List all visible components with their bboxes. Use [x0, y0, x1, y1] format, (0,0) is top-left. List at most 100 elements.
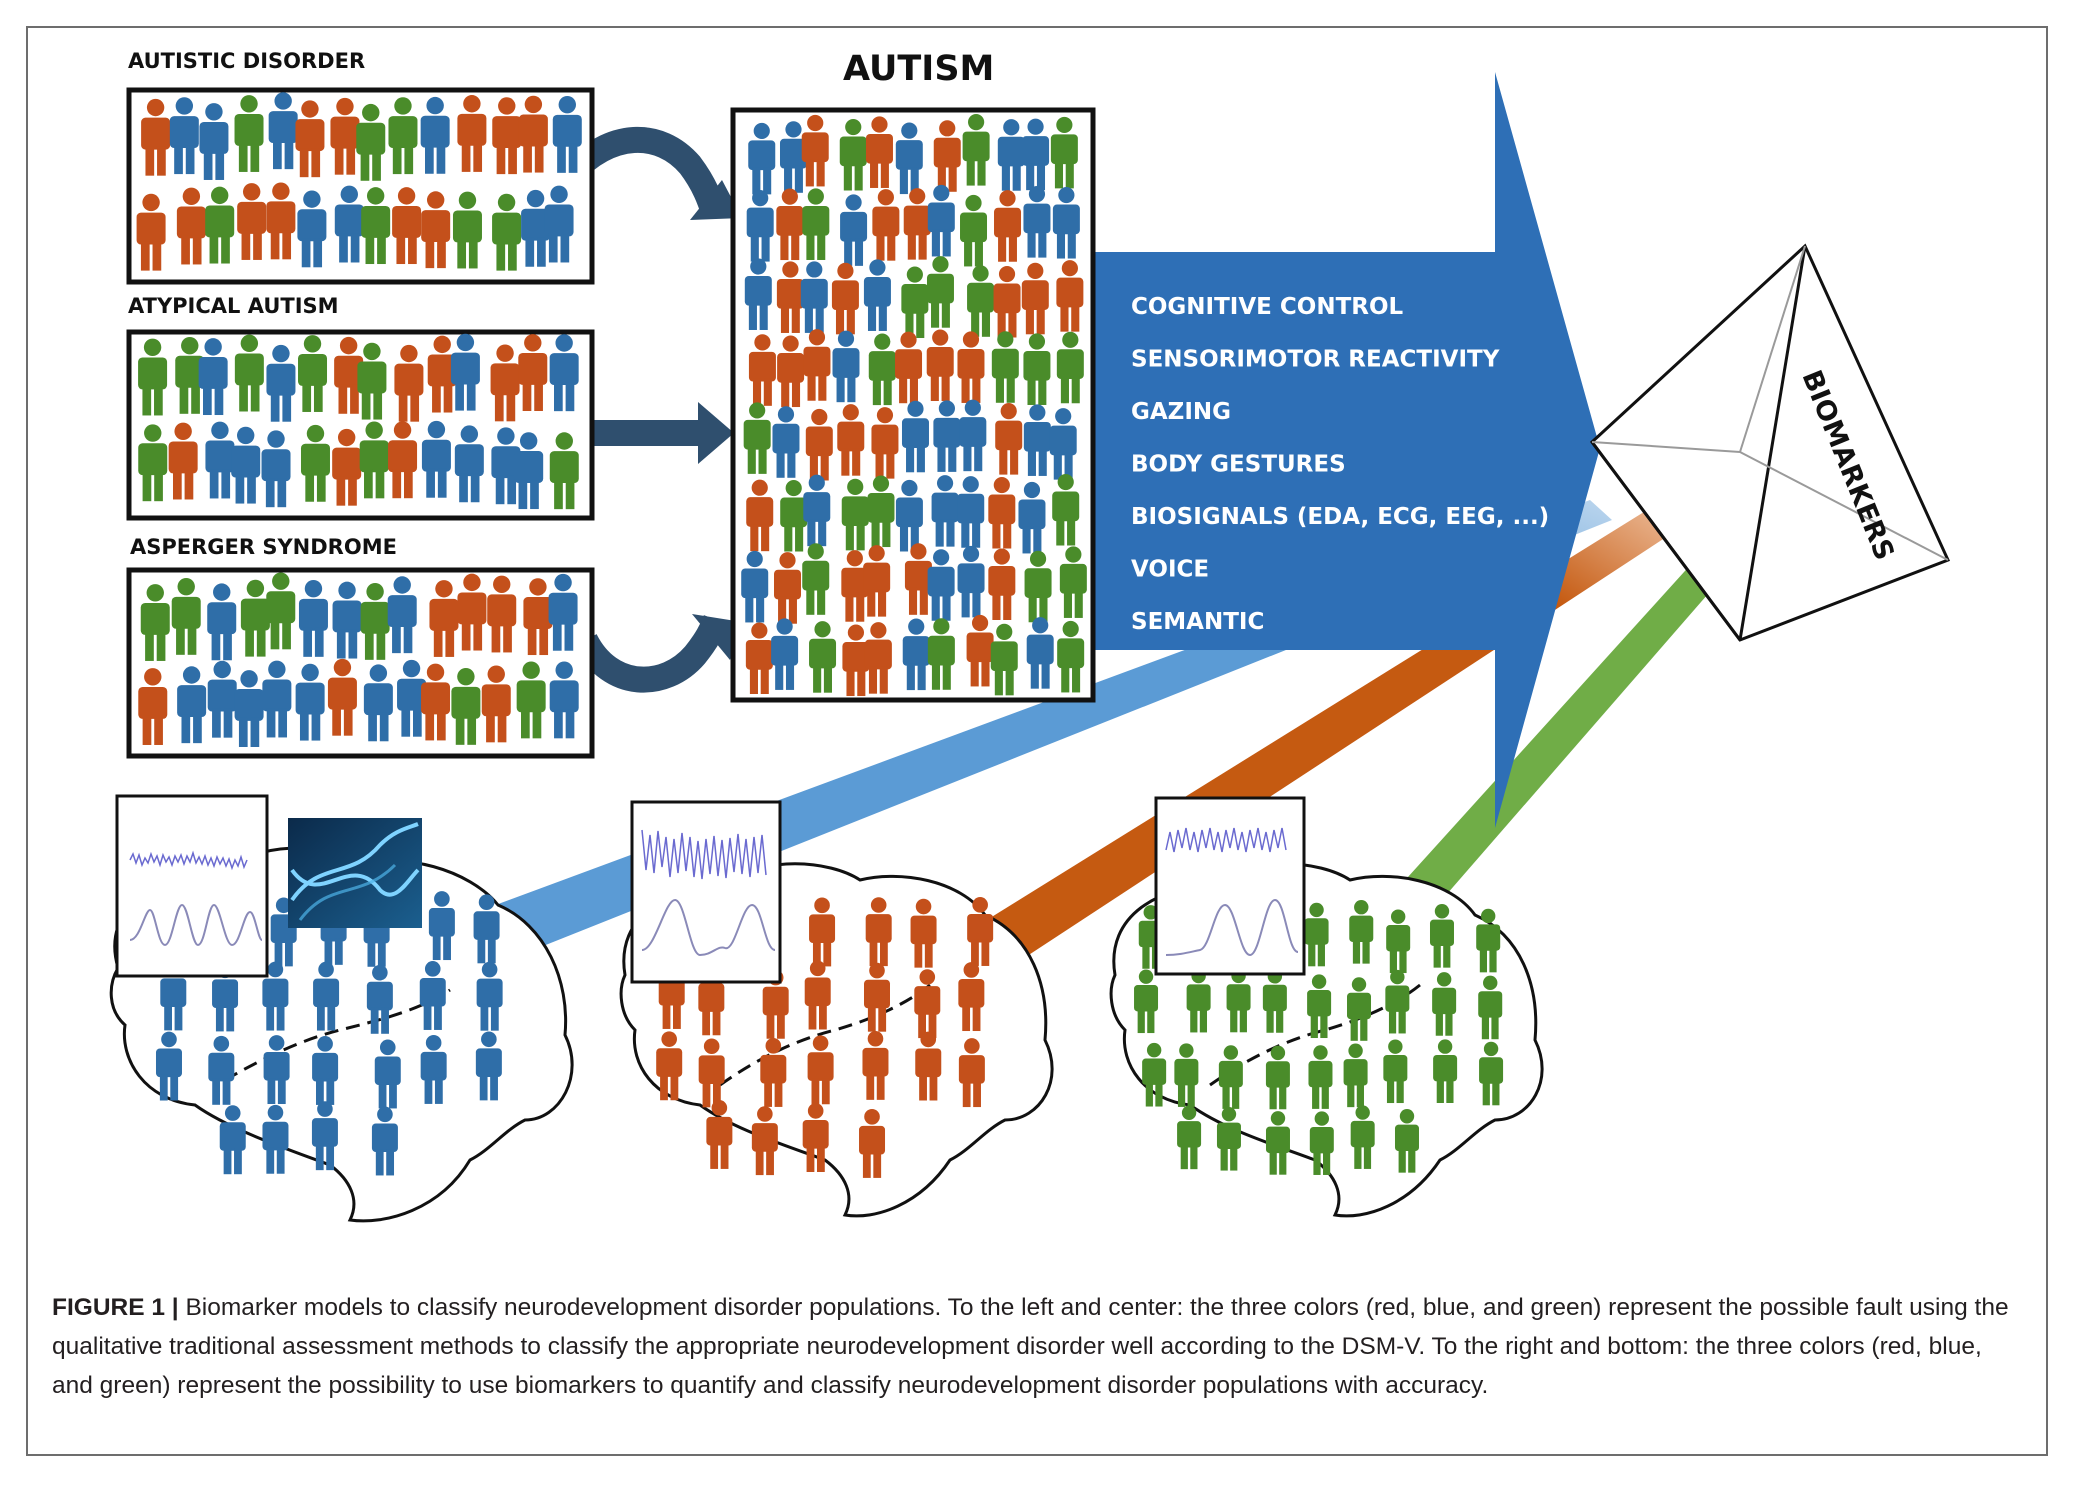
person-icon [140, 584, 170, 661]
signal-inset-1 [115, 794, 269, 978]
arrow-item-list: COGNITIVE CONTROL SENSORIMOTOR REACTIVITY… [1131, 294, 1549, 635]
person-icon [706, 1100, 733, 1169]
person-icon [155, 1031, 182, 1101]
person-icon [993, 265, 1021, 338]
person-icon [476, 961, 503, 1031]
person-icon [514, 432, 544, 510]
person-icon [927, 549, 955, 621]
person-icon [1307, 974, 1332, 1039]
person-icon [776, 261, 804, 333]
person-icon [926, 256, 954, 328]
person-icon [366, 964, 393, 1034]
person-icon [1052, 473, 1080, 546]
person-icon [268, 92, 298, 170]
person-icon [1304, 902, 1329, 967]
person-icon [332, 428, 362, 506]
atypical-autism-crowd [138, 333, 579, 510]
person-icon [1022, 118, 1050, 191]
person-icon [388, 97, 418, 175]
person-icon [927, 184, 955, 257]
person-icon [1026, 617, 1054, 689]
autistic-disorder-crowd [136, 92, 582, 271]
person-icon [452, 191, 482, 269]
person-icon [205, 186, 235, 264]
curved-arrow-bottom [573, 614, 742, 693]
person-icon [904, 543, 932, 615]
person-icon [1476, 908, 1501, 973]
person-icon [419, 961, 446, 1030]
person-icon [1218, 1045, 1243, 1109]
person-icon [809, 897, 836, 967]
person-icon [207, 583, 237, 661]
person-icon [1343, 1043, 1368, 1108]
person-icon [902, 618, 930, 691]
person-icon [743, 402, 771, 474]
person-icon [802, 1103, 829, 1173]
person-icon [138, 668, 168, 745]
person-icon [266, 344, 296, 422]
person-icon [473, 894, 500, 964]
person-icon [865, 116, 893, 188]
arrow-item-label: BIOSIGNALS (EDA, ECG, EEG, ...) [1131, 504, 1549, 530]
person-icon [803, 474, 831, 547]
person-icon [521, 189, 551, 267]
person-icon [927, 618, 955, 690]
big-arrow [1095, 72, 1600, 828]
person-icon [518, 334, 548, 412]
person-icon [334, 336, 364, 414]
arrow-item-label: SENSORIMOTOR REACTIVITY [1131, 347, 1500, 373]
person-icon [800, 261, 828, 333]
person-icon [177, 666, 207, 744]
person-icon [748, 334, 776, 406]
person-icon [832, 330, 860, 403]
person-icon [901, 400, 929, 473]
person-icon [1142, 1042, 1167, 1107]
person-icon [327, 658, 357, 736]
person-icon [807, 1035, 834, 1105]
person-icon [207, 660, 237, 738]
person-icon [841, 550, 869, 622]
arrow-item-label: VOICE [1131, 557, 1209, 583]
person-icon [1174, 1043, 1199, 1107]
person-icon [492, 97, 522, 175]
person-icon [840, 194, 868, 266]
person-icon [263, 1035, 290, 1105]
person-icon [1050, 116, 1078, 189]
person-icon [300, 424, 330, 502]
person-icon [776, 188, 804, 261]
atypical-autism-label: ATYPICAL AUTISM [128, 294, 339, 318]
autism-crowd [741, 114, 1087, 697]
signal-inset-2 [630, 800, 782, 984]
person-icon [1433, 1039, 1458, 1104]
person-icon [388, 421, 418, 499]
person-icon [656, 1031, 683, 1101]
person-icon [240, 579, 270, 657]
person-icon [957, 331, 985, 403]
person-icon [219, 1105, 246, 1175]
person-icon [1394, 1109, 1419, 1173]
person-icon [1049, 408, 1077, 480]
person-icon [136, 193, 166, 271]
person-icon [1056, 260, 1084, 332]
person-icon [915, 1031, 942, 1101]
person-icon [862, 1030, 889, 1100]
person-icon [867, 475, 895, 548]
person-icon [313, 961, 340, 1031]
person-icon [698, 1038, 725, 1108]
person-icon [198, 338, 228, 416]
person-icon [429, 580, 459, 657]
person-icon [831, 262, 859, 335]
person-icon [523, 578, 553, 656]
person-icon [1021, 262, 1049, 335]
person-icon [842, 624, 870, 697]
brain-blue-crowd [155, 891, 503, 1176]
person-icon [859, 1109, 886, 1178]
person-icon [374, 1039, 401, 1109]
person-icon [420, 1035, 447, 1104]
person-icon [356, 103, 386, 181]
person-icon [1349, 900, 1374, 964]
autism-title: AUTISM [843, 49, 994, 89]
brain-orange-crowd [647, 896, 994, 1178]
person-icon [779, 121, 807, 193]
person-icon [780, 479, 808, 552]
